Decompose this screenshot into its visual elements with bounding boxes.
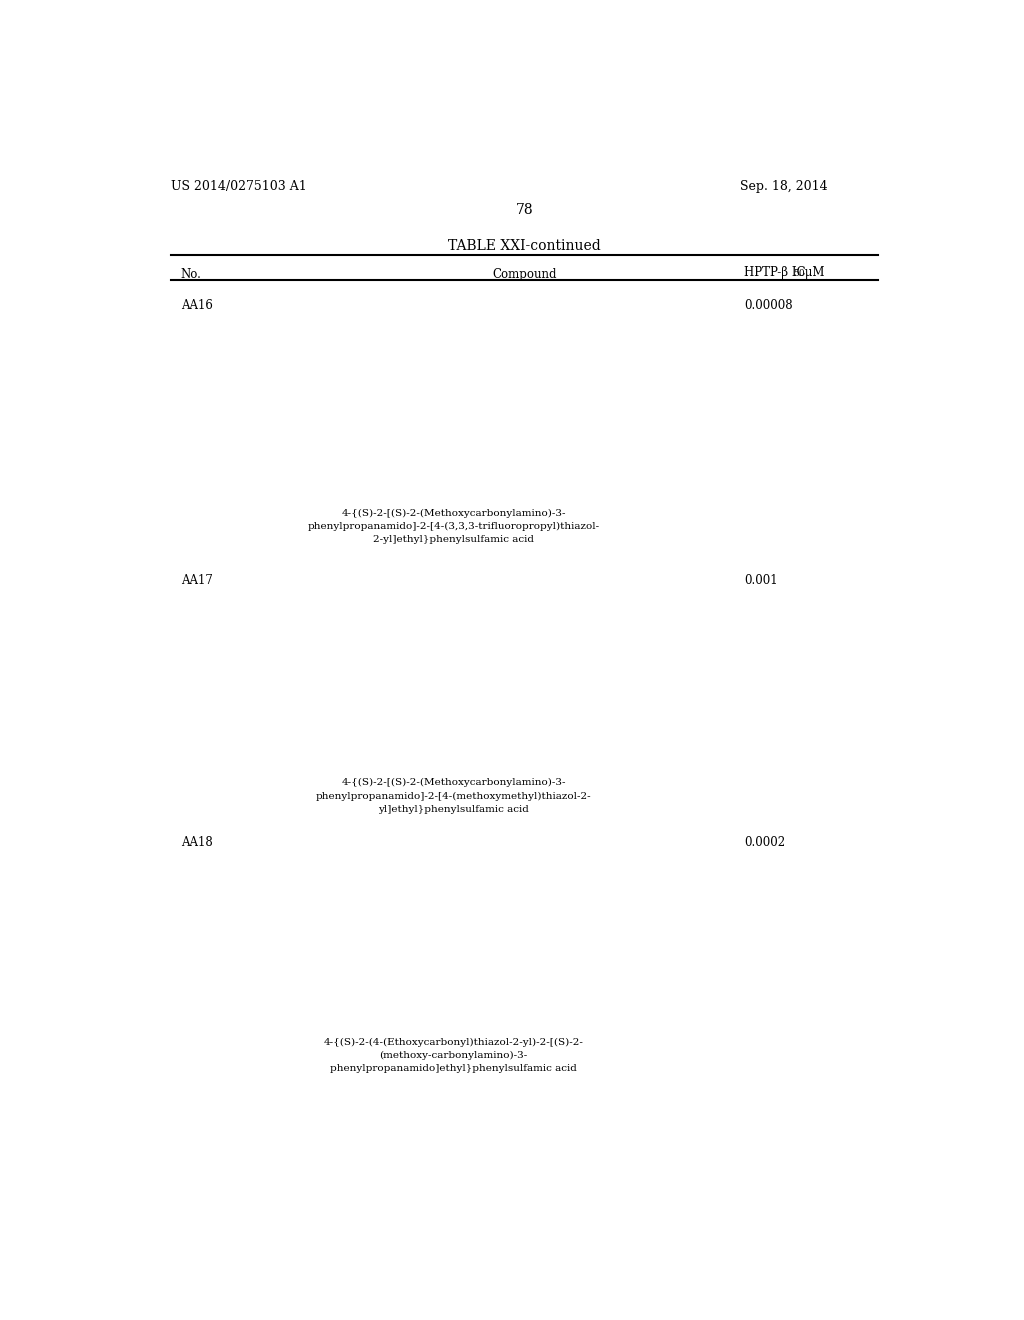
Text: 4-{(S)-2-(4-(Ethoxycarbonyl)thiazol-2-yl)-2-[(S)-2-
(methoxy-carbonylamino)-3-
p: 4-{(S)-2-(4-(Ethoxycarbonyl)thiazol-2-yl…: [324, 1038, 584, 1073]
Text: AA18: AA18: [180, 836, 212, 849]
Text: 78: 78: [516, 203, 534, 216]
Text: Sep. 18, 2014: Sep. 18, 2014: [740, 180, 827, 193]
Text: 0.0002: 0.0002: [744, 836, 785, 849]
Text: 0.001: 0.001: [744, 574, 778, 587]
Text: 4-{(S)-2-[(S)-2-(Methoxycarbonylamino)-3-
phenylpropanamido]-2-[4-(3,3,3-trifluo: 4-{(S)-2-[(S)-2-(Methoxycarbonylamino)-3…: [307, 508, 600, 544]
Text: HPTP-β IC: HPTP-β IC: [744, 267, 806, 280]
Text: TABLE XXI-continued: TABLE XXI-continued: [449, 239, 601, 253]
Text: No.: No.: [180, 268, 202, 281]
Text: US 2014/0275103 A1: US 2014/0275103 A1: [171, 180, 306, 193]
Text: 4-{(S)-2-[(S)-2-(Methoxycarbonylamino)-3-
phenylpropanamido]-2-[4-(methoxymethyl: 4-{(S)-2-[(S)-2-(Methoxycarbonylamino)-3…: [315, 779, 591, 814]
Text: 50: 50: [793, 268, 805, 277]
Text: AA17: AA17: [180, 574, 213, 587]
Text: 0.00008: 0.00008: [744, 298, 793, 312]
Text: μM: μM: [801, 267, 824, 280]
Text: Compound: Compound: [493, 268, 557, 281]
Text: AA16: AA16: [180, 298, 213, 312]
